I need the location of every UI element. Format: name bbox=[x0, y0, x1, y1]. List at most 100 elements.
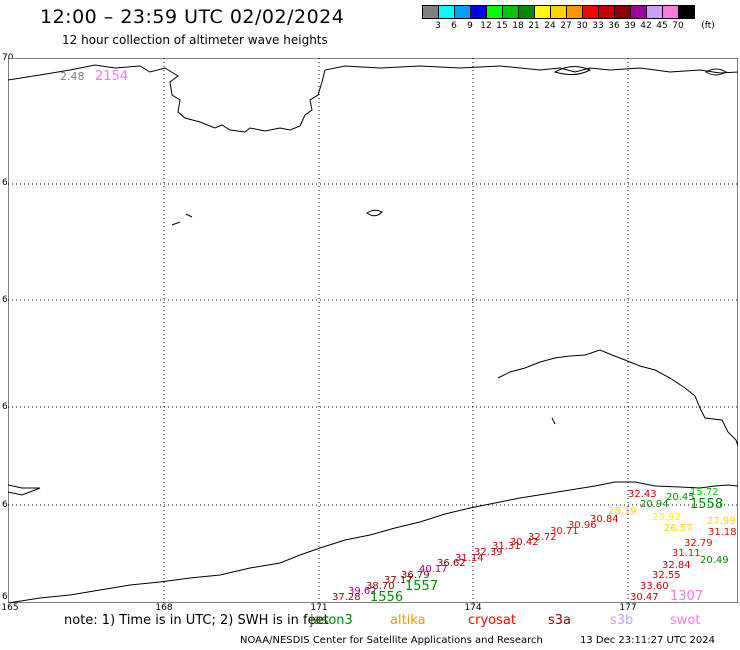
swh-label: 20.45 bbox=[666, 492, 695, 503]
legend-label: 24 bbox=[544, 21, 556, 31]
lon-label-177: 177 bbox=[619, 603, 637, 613]
swh-label: 31.14 bbox=[455, 553, 484, 564]
island-small-2 bbox=[171, 213, 193, 226]
swh-labels: 2.48 2154 32.43 20.45 15.72 20.94 1558 2… bbox=[60, 69, 737, 603]
footer-timestamp: 13 Dec 23:11:27 UTC 2024 bbox=[580, 635, 715, 646]
graticule bbox=[8, 58, 738, 603]
coastline bbox=[8, 64, 738, 603]
legend-label: 9 bbox=[467, 21, 473, 31]
legend-swatch bbox=[422, 5, 439, 19]
coastline-north bbox=[8, 64, 738, 133]
legend-swatch bbox=[598, 5, 615, 19]
lon-label-165: 165 bbox=[1, 603, 19, 613]
swh-label: 30.84 bbox=[590, 514, 619, 525]
legend-swatch bbox=[518, 5, 535, 19]
swh-label: 30.71 bbox=[550, 526, 579, 537]
color-legend bbox=[422, 5, 695, 19]
legend-label: 27 bbox=[560, 21, 572, 31]
legend-swatch bbox=[646, 5, 663, 19]
swh-label: 26.57 bbox=[664, 523, 693, 534]
legend-swatch bbox=[454, 5, 471, 19]
swh-label: 31.31 bbox=[492, 541, 521, 552]
wave-height-map: 2.48 2154 32.43 20.45 15.72 20.94 1558 2… bbox=[8, 58, 738, 603]
swh-label: 31.18 bbox=[708, 527, 737, 538]
swh-label: 37.28 bbox=[332, 592, 361, 603]
lon-label-171: 171 bbox=[310, 603, 328, 613]
island-east bbox=[551, 417, 556, 425]
legend-label: 30 bbox=[576, 21, 588, 31]
swh-label: 36.62 bbox=[437, 558, 466, 569]
satellite-jason3: jason3 bbox=[310, 613, 353, 628]
swh-label: 32.84 bbox=[662, 560, 691, 571]
island-north-2 bbox=[705, 68, 727, 76]
legend-swatch bbox=[438, 5, 455, 19]
satellite-s3b: s3b bbox=[610, 613, 634, 628]
legend-swatch bbox=[566, 5, 583, 19]
lon-label-168: 168 bbox=[155, 603, 173, 613]
swh-label: 36.79 bbox=[401, 570, 430, 581]
swh-label: 32.55 bbox=[652, 570, 681, 581]
legend-label: 39 bbox=[624, 21, 636, 31]
swh-label: 20.49 bbox=[700, 555, 729, 566]
legend-label: 42 bbox=[640, 21, 652, 31]
swh-label: 32.72 bbox=[528, 532, 557, 543]
island-small-1 bbox=[366, 209, 383, 217]
swh-label: 30.47 bbox=[630, 592, 659, 603]
swh-label: 1307 bbox=[670, 589, 703, 603]
coastline-east bbox=[497, 349, 738, 447]
swh-label: 1557 bbox=[405, 579, 438, 594]
legend-swatch bbox=[470, 5, 487, 19]
lon-label-174: 174 bbox=[464, 603, 482, 613]
swh-label: 28.19 bbox=[608, 506, 637, 517]
swh-label: 15.72 bbox=[690, 487, 719, 498]
satellite-cryosat: cryosat bbox=[468, 613, 516, 628]
coastline-south bbox=[8, 481, 738, 603]
legend-label: 12 bbox=[480, 21, 492, 31]
legend-swatch bbox=[582, 5, 599, 19]
legend-label: 36 bbox=[608, 21, 620, 31]
swh-label: 20.94 bbox=[640, 499, 669, 510]
satellite-s3a: s3a bbox=[548, 613, 572, 628]
island-north bbox=[553, 66, 592, 76]
swh-label: 39.62 bbox=[348, 586, 377, 597]
swh-label: 32.43 bbox=[628, 489, 657, 500]
footer-note: note: 1) Time is in UTC; 2) SWH is in fe… bbox=[64, 613, 329, 628]
coastline-west bbox=[8, 484, 41, 496]
legend-swatch bbox=[550, 5, 567, 19]
legend-label: 33 bbox=[592, 21, 604, 31]
legend-label: 3 bbox=[435, 21, 441, 31]
swh-label: 2.48 bbox=[60, 70, 85, 83]
swh-label: 32.39 bbox=[474, 547, 503, 558]
swh-label: 23.92 bbox=[652, 512, 681, 523]
swh-label: 1558 bbox=[690, 497, 723, 512]
color-legend-labels: 3 6 9 12 15 18 21 24 27 30 33 36 39 42 45 70 (ft) bbox=[422, 21, 740, 33]
legend-swatch bbox=[662, 5, 679, 19]
legend-swatch bbox=[534, 5, 551, 19]
satellite-swot: swot bbox=[670, 613, 701, 628]
satellite-altika: altika bbox=[390, 613, 426, 628]
legend-unit: (ft) bbox=[701, 21, 715, 31]
footer-credit: NOAA/NESDIS Center for Satellite Applica… bbox=[240, 635, 543, 646]
swh-label: 27.99 bbox=[707, 516, 736, 527]
legend-swatch bbox=[678, 5, 695, 19]
legend-label: 21 bbox=[528, 21, 540, 31]
swh-label: 32.79 bbox=[684, 538, 713, 549]
legend-swatch bbox=[614, 5, 631, 19]
swh-label: 37.17 bbox=[384, 575, 413, 586]
legend-label: 15 bbox=[496, 21, 508, 31]
legend-label: 45 bbox=[656, 21, 668, 31]
page-subtitle: 12 hour collection of altimeter wave hei… bbox=[62, 33, 328, 47]
swh-label: 38.70 bbox=[366, 581, 395, 592]
swh-label: 31.11 bbox=[672, 548, 701, 559]
legend-label: 6 bbox=[451, 21, 457, 31]
page-title: 12:00 – 23:59 UTC 02/02/2024 bbox=[40, 6, 345, 28]
legend-label: 70 bbox=[672, 21, 684, 31]
legend-swatch bbox=[630, 5, 647, 19]
legend-swatch bbox=[486, 5, 503, 19]
swh-label: 1556 bbox=[370, 590, 403, 603]
swh-label: 40.17 bbox=[419, 564, 448, 575]
legend-label: 18 bbox=[512, 21, 524, 31]
swh-label: 30.96 bbox=[568, 520, 597, 531]
swh-label: 33.60 bbox=[640, 581, 669, 592]
swh-label: 2154 bbox=[95, 69, 128, 84]
